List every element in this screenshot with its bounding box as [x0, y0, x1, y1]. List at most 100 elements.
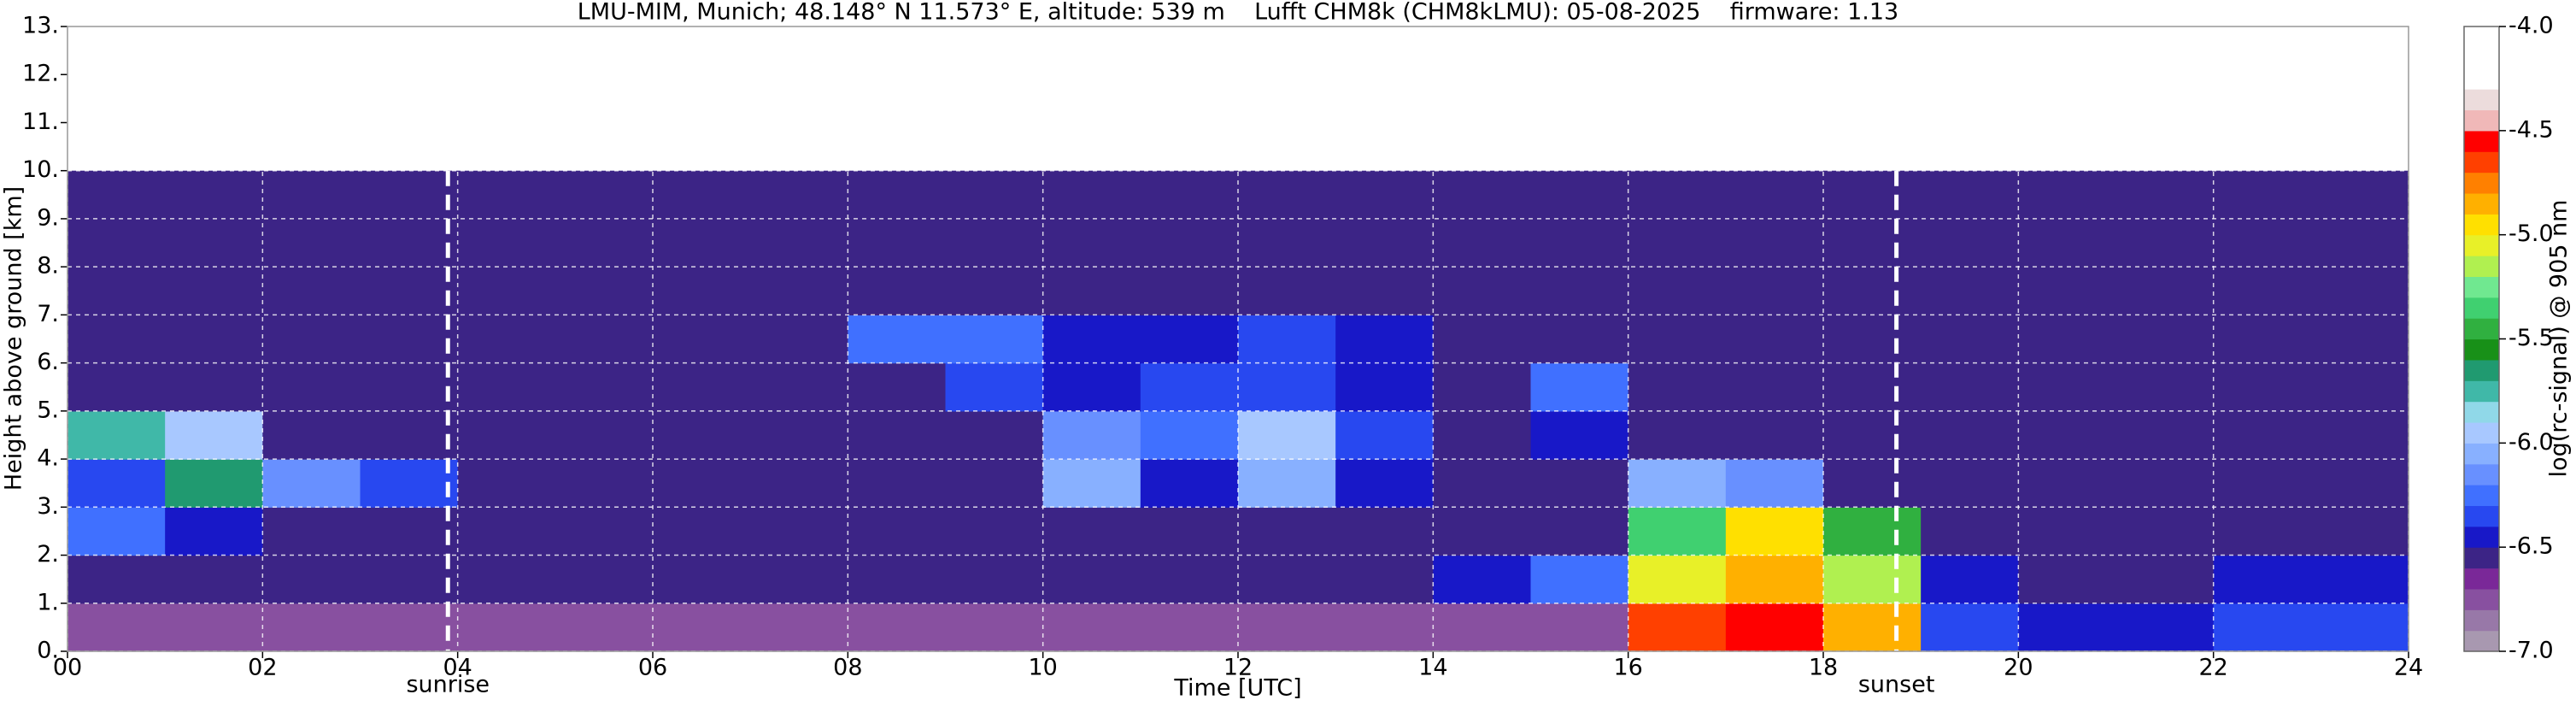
heatmap-cell: [1628, 267, 1727, 315]
heatmap-cell: [555, 170, 654, 220]
heatmap-cell: [653, 507, 751, 556]
heatmap-cell: [1725, 459, 1824, 508]
colorbar-swatch: [2464, 338, 2499, 361]
y-tick-label: 11.: [22, 109, 59, 135]
colorbar-tick-label: -5.5: [2509, 325, 2554, 351]
heatmap-cell: [1042, 170, 1141, 220]
colorbar-swatch: [2464, 463, 2499, 485]
x-tick-label: 00: [53, 655, 82, 681]
y-tick-label: 8.: [37, 253, 59, 279]
heatmap-cell: [555, 507, 654, 556]
heatmap-cell: [1335, 603, 1434, 652]
heatmap-cell: [2310, 459, 2409, 508]
colorbar-tick-label: -6.5: [2509, 533, 2554, 560]
x-tick-label: 14: [1418, 655, 1447, 681]
heatmap-cell: [1433, 315, 1532, 364]
heatmap-cell: [165, 603, 263, 652]
heatmap-cell: [165, 459, 263, 508]
heatmap-cell: [1433, 218, 1532, 268]
heatmap-cell: [1725, 315, 1824, 364]
heatmap-cell: [848, 267, 947, 315]
heatmap-cell: [2018, 603, 2117, 652]
heatmap-cell: [2310, 555, 2409, 604]
colorbar-swatch: [2464, 547, 2499, 569]
heatmap-cell: [1823, 603, 1922, 652]
heatmap-cell: [2310, 410, 2409, 460]
heatmap-cell: [1921, 218, 2019, 268]
colorbar-swatch: [2464, 505, 2499, 527]
heatmap-cell: [1238, 555, 1336, 604]
annotation-label: sunrise: [406, 672, 490, 698]
heatmap-cell: [1530, 170, 1629, 220]
heatmap-cell: [360, 218, 459, 268]
heatmap-cell: [1140, 170, 1239, 220]
heatmap-cell: [2213, 555, 2312, 604]
heatmap-cell: [1042, 315, 1141, 364]
heatmap-cell: [1140, 507, 1239, 556]
heatmap-cell: [360, 603, 459, 652]
heatmap-cell: [1238, 507, 1336, 556]
heatmap-cell: [555, 315, 654, 364]
heatmap-cell: [1921, 410, 2019, 460]
heatmap-cell: [1725, 507, 1824, 556]
heatmap-cell: [2213, 459, 2312, 508]
plot-frame: [67, 26, 2409, 652]
heatmap-cell: [555, 603, 654, 652]
x-tick-label: 16: [1613, 655, 1642, 681]
heatmap-cell: [848, 315, 947, 364]
heatmap-cell: [750, 362, 848, 412]
heatmap-cell: [2213, 315, 2312, 364]
x-tick-label: 06: [638, 655, 667, 681]
heatmap-cell: [1823, 267, 1922, 315]
heatmap-cell: [1921, 555, 2019, 604]
heatmap-cell: [2213, 362, 2312, 412]
heatmap-cell: [2310, 170, 2409, 220]
colorbar-swatch: [2464, 401, 2499, 423]
heatmap-cell: [165, 507, 263, 556]
heatmap-cell: [1628, 603, 1727, 652]
heatmap-cell: [945, 555, 1044, 604]
heatmap-cell: [2310, 603, 2409, 652]
heatmap-cell: [360, 410, 459, 460]
heatmap-cell: [67, 267, 166, 315]
heatmap-cell: [750, 267, 848, 315]
heatmap-cell: [2115, 315, 2215, 364]
heatmap-cell: [945, 315, 1044, 364]
heatmap-cell: [1921, 507, 2019, 556]
colorbar-swatch: [2464, 380, 2499, 403]
heatmap-cell: [262, 603, 361, 652]
colorbar-tick-label: -6.0: [2509, 429, 2554, 456]
heatmap-cell: [457, 603, 556, 652]
colorbar-swatch: [2464, 588, 2499, 610]
heatmap-cell: [1335, 170, 1434, 220]
heatmap-cell: [1042, 267, 1141, 315]
heatmap-cell: [848, 362, 947, 412]
heatmap-cell: [848, 218, 947, 268]
heatmap-cell: [945, 362, 1044, 412]
heatmap-cell: [165, 267, 263, 315]
heatmap-cell: [165, 170, 263, 220]
heatmap-cell: [67, 170, 166, 220]
y-tick-label: 6.: [37, 349, 59, 375]
heatmap-cell: [1530, 315, 1629, 364]
heatmap-cell: [1140, 410, 1239, 460]
heatmap-cell: [1725, 218, 1824, 268]
heatmap-cell: [2018, 267, 2117, 315]
heatmap-cell: [457, 507, 556, 556]
heatmap-cell: [1042, 410, 1141, 460]
heatmap-cell: [262, 170, 361, 220]
colorbar-tick-label: -7.0: [2509, 638, 2554, 664]
heatmap-cell: [1433, 603, 1532, 652]
y-tick-label: 12.: [22, 61, 59, 87]
heatmap-cell: [1335, 218, 1434, 268]
colorbar-swatch: [2464, 130, 2499, 152]
heatmap-cell: [653, 603, 751, 652]
heatmap-cell: [1042, 507, 1141, 556]
heatmap-cell: [262, 362, 361, 412]
heatmap-cell: [1433, 410, 1532, 460]
heatmap-cell: [1725, 410, 1824, 460]
heatmap-cell: [1238, 603, 1336, 652]
heatmap-cell: [1140, 555, 1239, 604]
heatmap-cell: [1530, 507, 1629, 556]
colorbar-swatch: [2464, 297, 2499, 319]
